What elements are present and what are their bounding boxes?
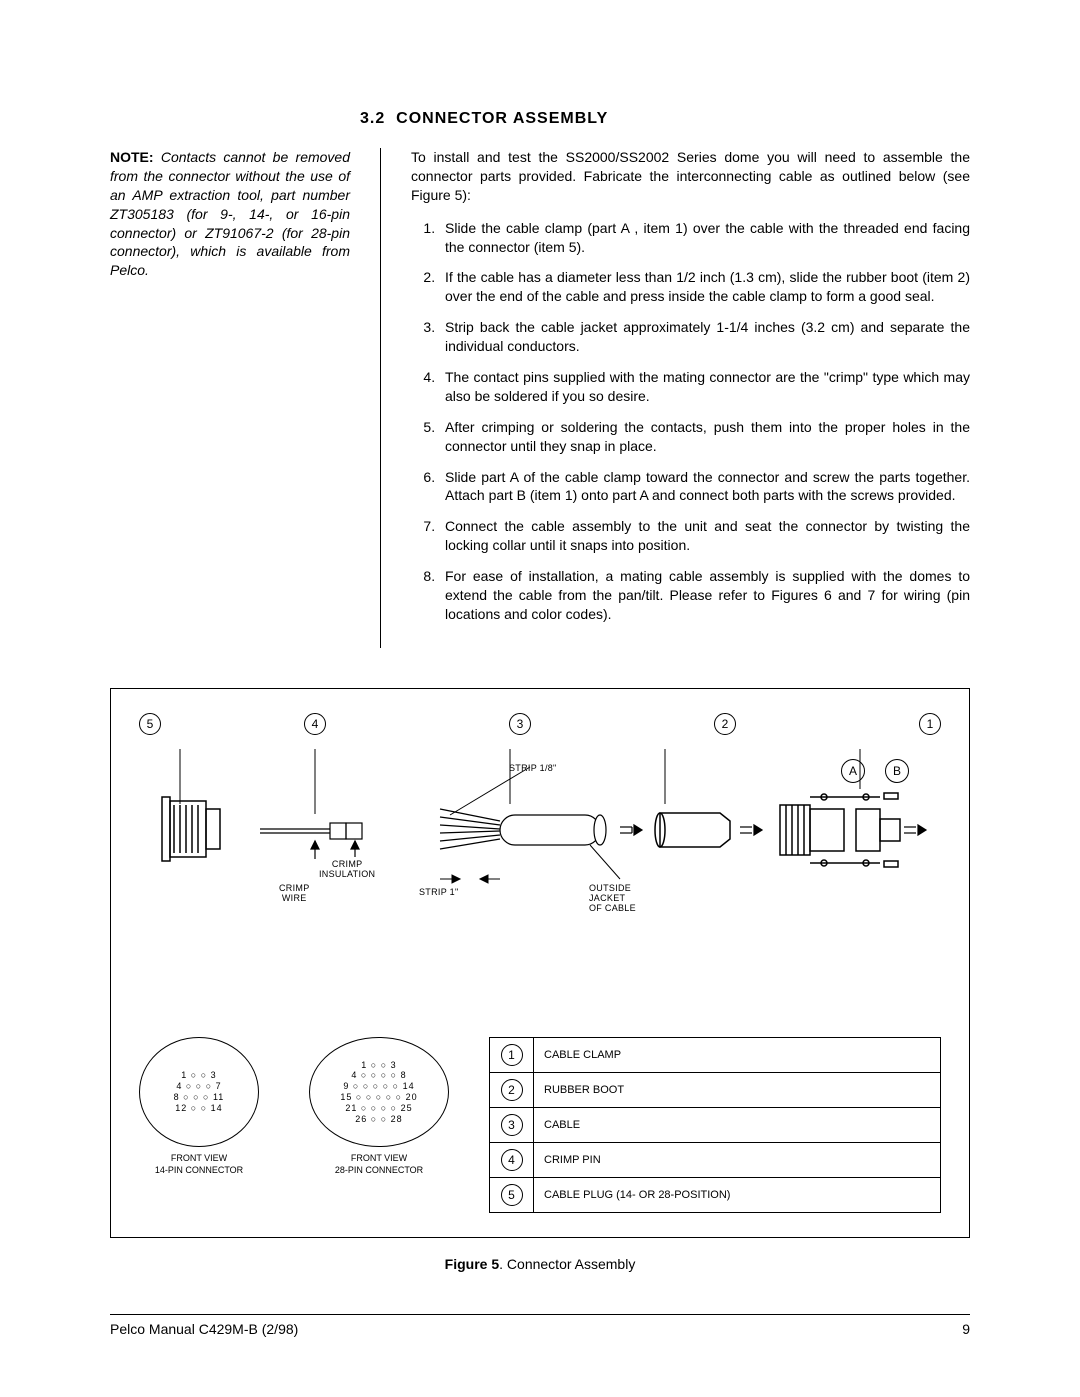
legend-text: CRIMP PIN [534, 1143, 941, 1178]
pinrow: 9 ○ ○ ○ ○ ○ 14 [343, 1081, 414, 1092]
pinrow: 8 ○ ○ ○ 11 [174, 1092, 225, 1103]
step-item: Slide part A of the cable clamp toward t… [439, 468, 970, 506]
callout-5: 5 [139, 713, 161, 735]
caption-line: 14-PIN CONNECTOR [139, 1165, 259, 1177]
step-item: Connect the cable assembly to the unit a… [439, 517, 970, 555]
section-number: 3.2 [360, 110, 385, 127]
figure-caption-label: Figure 5 [445, 1256, 499, 1272]
legend-num: 4 [501, 1149, 523, 1171]
section-title: 3.2 CONNECTOR ASSEMBLY [360, 110, 970, 128]
callout-4: 4 [304, 713, 326, 735]
step-item: After crimping or soldering the contacts… [439, 418, 970, 456]
legend-row: 1 CABLE CLAMP [490, 1038, 941, 1073]
label-outside-jacket: OUTSIDE JACKET OF CABLE [589, 883, 636, 913]
main-column: To install and test the SS2000/SS2002 Se… [411, 148, 970, 648]
pinrow: 1 ○ ○ 3 [361, 1060, 396, 1071]
legend-num: 3 [501, 1114, 523, 1136]
section-name: CONNECTOR ASSEMBLY [396, 110, 608, 127]
legend-text: RUBBER BOOT [534, 1073, 941, 1108]
oval-14: 1 ○ ○ 3 4 ○ ○ ○ 7 8 ○ ○ ○ 11 12 ○ ○ 14 [139, 1037, 259, 1147]
pinrow: 26 ○ ○ 28 [355, 1114, 402, 1125]
step-item: The contact pins supplied with the matin… [439, 368, 970, 406]
label-strip-18: STRIP 1/8" [509, 763, 557, 773]
callout-2: 2 [714, 713, 736, 735]
legend-row: 3 CABLE [490, 1108, 941, 1143]
pinrow: 21 ○ ○ ○ ○ 25 [345, 1103, 412, 1114]
figure-caption-text: . Connector Assembly [499, 1256, 635, 1272]
vertical-divider [380, 148, 381, 648]
pinrow: 1 ○ ○ 3 [181, 1070, 216, 1081]
label-crimp-wire: CRIMP WIRE [279, 883, 310, 903]
legend-text: CABLE [534, 1108, 941, 1143]
figure-caption: Figure 5. Connector Assembly [110, 1256, 970, 1272]
steps-list: Slide the cable clamp (part A , item 1) … [411, 219, 970, 624]
connector-14pin: 1 ○ ○ 3 4 ○ ○ ○ 7 8 ○ ○ ○ 11 12 ○ ○ 14 F… [139, 1037, 259, 1176]
figure-bottom-half: 1 ○ ○ 3 4 ○ ○ ○ 7 8 ○ ○ ○ 11 12 ○ ○ 14 F… [139, 1037, 941, 1213]
footer-right: 9 [962, 1321, 970, 1337]
note-label: NOTE: [110, 149, 154, 165]
top-callouts: 5 4 3 2 1 [139, 713, 941, 735]
step-item: For ease of installation, a mating cable… [439, 567, 970, 624]
assembly-diagram [139, 749, 941, 949]
legend-text: CABLE PLUG (14- OR 28-POSITION) [534, 1178, 941, 1213]
legend-table: 1 CABLE CLAMP 2 RUBBER BOOT 3 CABLE 4 CR… [489, 1037, 941, 1213]
oval-28: 1 ○ ○ 3 4 ○ ○ ○ ○ 8 9 ○ ○ ○ ○ ○ 14 15 ○ … [309, 1037, 449, 1147]
legend-row: 4 CRIMP PIN [490, 1143, 941, 1178]
pinrow: 12 ○ ○ 14 [175, 1103, 222, 1114]
footer-left: Pelco Manual C429M-B (2/98) [110, 1321, 298, 1337]
callout-3: 3 [509, 713, 531, 735]
legend-num: 2 [501, 1079, 523, 1101]
legend-num: 5 [501, 1184, 523, 1206]
pinrow: 15 ○ ○ ○ ○ ○ 20 [340, 1092, 417, 1103]
legend-text: CABLE CLAMP [534, 1038, 941, 1073]
legend-row: 5 CABLE PLUG (14- OR 28-POSITION) [490, 1178, 941, 1213]
label-strip-1: STRIP 1" [419, 887, 458, 897]
pinrow: 4 ○ ○ ○ 7 [176, 1081, 221, 1092]
page-footer: Pelco Manual C429M-B (2/98) 9 [110, 1314, 970, 1337]
two-column-layout: NOTE: Contacts cannot be removed from th… [110, 148, 970, 648]
intro-paragraph: To install and test the SS2000/SS2002 Se… [411, 148, 970, 205]
legend-num: 1 [501, 1044, 523, 1066]
note-body: Contacts cannot be removed from the conn… [110, 149, 350, 278]
connector-views: 1 ○ ○ 3 4 ○ ○ ○ 7 8 ○ ○ ○ 11 12 ○ ○ 14 F… [139, 1037, 449, 1176]
diagram-area: STRIP 1/8" CRIMP INSULATION CRIMP WIRE S… [139, 749, 941, 949]
step-item: If the cable has a diameter less than 1/… [439, 268, 970, 306]
legend-row: 2 RUBBER BOOT [490, 1073, 941, 1108]
note-column: NOTE: Contacts cannot be removed from th… [110, 148, 350, 648]
page: 3.2 CONNECTOR ASSEMBLY NOTE: Contacts ca… [0, 0, 1080, 1397]
pinrow: 4 ○ ○ ○ ○ 8 [351, 1070, 406, 1081]
step-item: Strip back the cable jacket approximatel… [439, 318, 970, 356]
caption-line: FRONT VIEW [309, 1153, 449, 1165]
label-crimp-insulation: CRIMP INSULATION [319, 859, 375, 879]
caption-line: 28-PIN CONNECTOR [309, 1165, 449, 1177]
figure-box: 5 4 3 2 1 A B [110, 688, 970, 1238]
callout-1: 1 [919, 713, 941, 735]
step-item: Slide the cable clamp (part A , item 1) … [439, 219, 970, 257]
caption-line: FRONT VIEW [139, 1153, 259, 1165]
connector-28pin: 1 ○ ○ 3 4 ○ ○ ○ ○ 8 9 ○ ○ ○ ○ ○ 14 15 ○ … [309, 1037, 449, 1176]
